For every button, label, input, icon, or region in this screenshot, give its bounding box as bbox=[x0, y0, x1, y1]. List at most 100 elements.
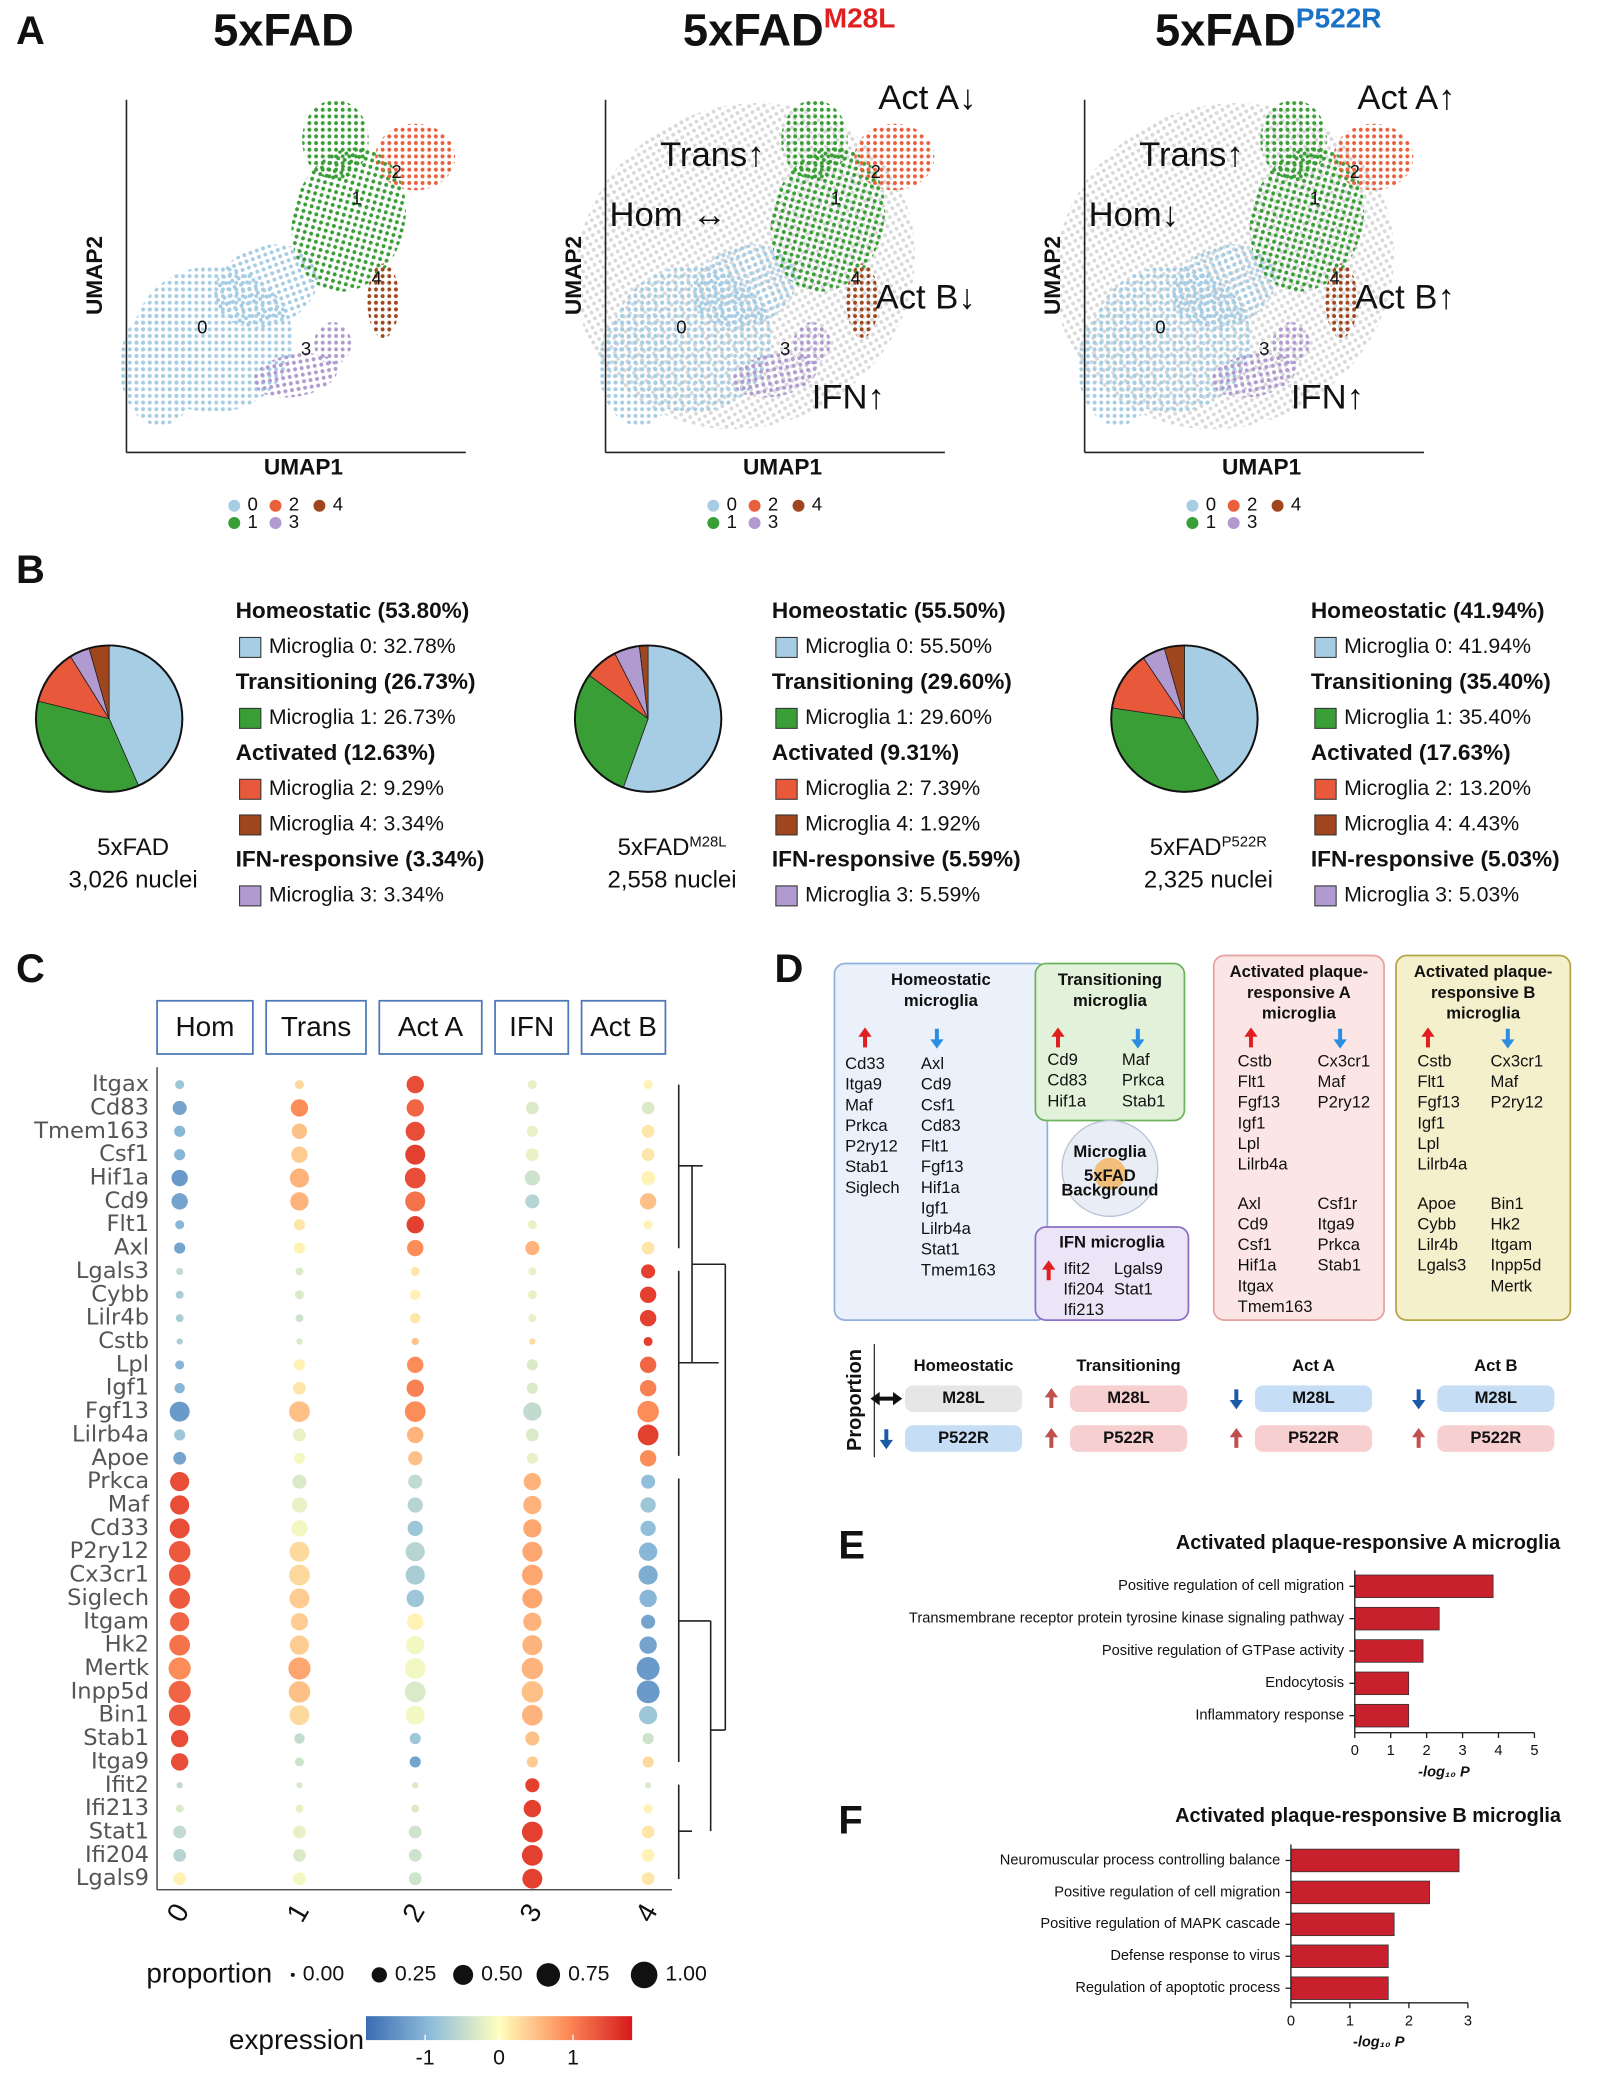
arrow-down bbox=[930, 1028, 944, 1049]
pie-caption-main: 5xFAD bbox=[1150, 834, 1222, 861]
cluster-label: 0 bbox=[1155, 317, 1165, 338]
x-axis-label: -log₁₀ P bbox=[1353, 2035, 1405, 2051]
gene-label: Bin1 bbox=[99, 1702, 150, 1728]
dot bbox=[639, 1309, 657, 1327]
dot bbox=[408, 1848, 422, 1862]
dot bbox=[521, 1821, 543, 1843]
cluster-cells bbox=[1211, 353, 1296, 398]
colorbar-title: expression bbox=[229, 2024, 364, 2055]
gene: P2ry12 bbox=[1318, 1093, 1371, 1112]
cluster-label: 1 bbox=[831, 188, 841, 209]
dot bbox=[525, 1241, 540, 1256]
bar bbox=[1354, 1606, 1440, 1631]
dot bbox=[639, 1193, 657, 1210]
gene: Lgals9 bbox=[1114, 1259, 1163, 1278]
dot bbox=[644, 1782, 652, 1789]
dot bbox=[523, 1495, 542, 1515]
arrow-down bbox=[1131, 1028, 1145, 1049]
dot bbox=[407, 1613, 424, 1630]
cluster-cells bbox=[1272, 322, 1310, 365]
dot bbox=[170, 1612, 190, 1632]
dot bbox=[521, 1681, 544, 1703]
group-name: Act B bbox=[1474, 1356, 1517, 1375]
gene-label: Stat1 bbox=[89, 1818, 149, 1844]
gene-label: Hif1a bbox=[90, 1165, 149, 1191]
arrow-icon bbox=[858, 1027, 872, 1048]
gene-label: Itgam bbox=[83, 1608, 149, 1634]
dot bbox=[294, 1733, 305, 1744]
gene: Bin1 bbox=[1491, 1194, 1524, 1213]
dot bbox=[641, 1872, 655, 1886]
dot bbox=[528, 1314, 537, 1323]
panel-label: C bbox=[16, 947, 45, 991]
arrow-icon bbox=[1244, 1027, 1258, 1048]
dot bbox=[407, 1239, 424, 1257]
dot bbox=[641, 1170, 656, 1186]
legend-label: 4 bbox=[1291, 494, 1301, 515]
legend-label: 0 bbox=[727, 494, 737, 515]
dot bbox=[525, 1148, 539, 1162]
gene-label: Ifit2 bbox=[105, 1772, 149, 1798]
gene: Siglech bbox=[845, 1178, 900, 1197]
x-tick-label: 0 bbox=[1287, 2013, 1295, 2029]
dot bbox=[289, 1401, 310, 1422]
box-title: IFN microglia bbox=[1059, 1232, 1165, 1251]
dot bbox=[641, 1474, 656, 1489]
x-tick-label: 0 bbox=[1351, 1743, 1359, 1759]
size-legend-label: 1.00 bbox=[665, 1962, 706, 1986]
dot bbox=[527, 1220, 537, 1230]
gene: Ifit2 bbox=[1063, 1259, 1090, 1278]
arrow-down bbox=[1501, 1028, 1515, 1049]
chart-title: Activated plaque-responsive B microglia bbox=[1175, 1805, 1562, 1827]
gene-label: Tmem163 bbox=[33, 1118, 149, 1144]
dot bbox=[641, 1848, 655, 1862]
legend-swatch bbox=[239, 636, 262, 658]
legend-swatch bbox=[748, 499, 761, 512]
gene-label: Ifi213 bbox=[85, 1795, 149, 1821]
dot bbox=[526, 1756, 538, 1768]
gene: Maf bbox=[1491, 1072, 1519, 1091]
legend-swatch bbox=[1186, 517, 1199, 529]
arrow-up bbox=[1229, 1427, 1243, 1448]
pill bbox=[1254, 1425, 1373, 1452]
gene-label: Cstb bbox=[98, 1328, 149, 1354]
gene: Fgf13 bbox=[921, 1157, 964, 1176]
dot bbox=[168, 1657, 191, 1680]
dot bbox=[643, 1220, 653, 1230]
cluster-label: 3 bbox=[780, 338, 790, 359]
dot bbox=[406, 1379, 424, 1397]
group-name: Act A bbox=[1292, 1356, 1335, 1375]
y-axis-label: UMAP2 bbox=[1040, 236, 1065, 315]
gene: Itga9 bbox=[845, 1075, 882, 1094]
dot bbox=[293, 1872, 306, 1886]
cluster-label: 4 bbox=[371, 267, 381, 288]
legend-item: Microglia 4: 4.43% bbox=[1344, 812, 1519, 836]
dot bbox=[521, 1564, 543, 1586]
legend-swatch bbox=[313, 499, 326, 512]
dot bbox=[637, 1424, 659, 1446]
gene-label: Ifi204 bbox=[85, 1842, 149, 1868]
legend-heading: Transitioning (35.40%) bbox=[1311, 669, 1551, 694]
legend-label: 2 bbox=[289, 494, 299, 515]
dot bbox=[523, 1612, 542, 1631]
gene: Ifi204 bbox=[1063, 1280, 1104, 1299]
legend-label: 4 bbox=[333, 494, 343, 515]
category-label: Inflammatory response bbox=[1195, 1708, 1344, 1724]
gene: Tmem163 bbox=[1238, 1297, 1313, 1316]
dot bbox=[176, 1782, 183, 1789]
size-legend-dot bbox=[371, 1967, 387, 1983]
dot bbox=[168, 1564, 191, 1586]
x-tick-label: 0 bbox=[161, 1898, 196, 1927]
gene: Cd9 bbox=[1238, 1214, 1269, 1233]
dot bbox=[411, 1337, 419, 1346]
dot bbox=[528, 1267, 537, 1276]
cluster-cells bbox=[732, 353, 817, 398]
dot bbox=[404, 1681, 426, 1703]
dot bbox=[521, 1657, 544, 1680]
legend-swatch bbox=[228, 517, 241, 529]
legend-swatch bbox=[269, 517, 282, 529]
dot bbox=[168, 1704, 191, 1726]
gene-label: Lilrb4a bbox=[72, 1421, 149, 1447]
gene-label: Prkca bbox=[87, 1468, 149, 1494]
dot bbox=[171, 1169, 188, 1187]
